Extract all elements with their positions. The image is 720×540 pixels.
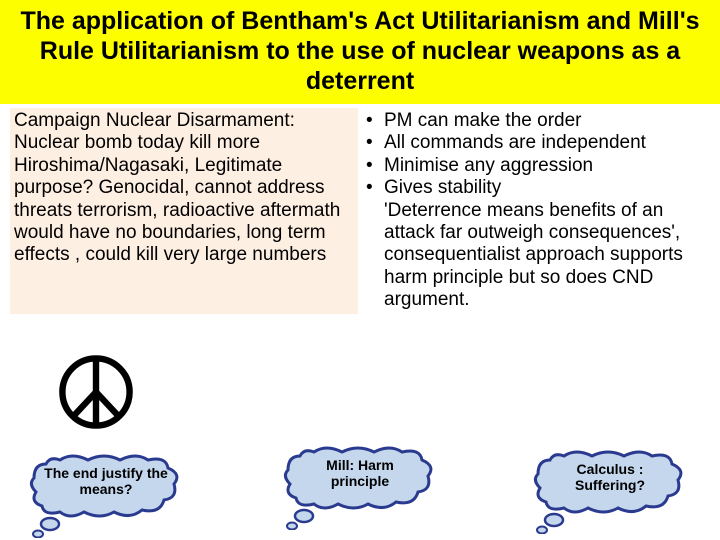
bubble-label: The end justify the means? [26, 450, 186, 512]
left-text: Campaign Nuclear Disarmament: Nuclear bo… [14, 110, 340, 265]
bubble-row: The end justify the means? Mill: Harm pr… [0, 430, 720, 540]
thought-bubble-mill: Mill: Harm principle [280, 442, 440, 514]
bullet-text: PM can make the order [384, 110, 581, 132]
bullet-dot: • [366, 132, 384, 154]
right-tail-text: 'Deterrence means benefits of an attack … [384, 200, 706, 312]
right-column: •PM can make the order •All commands are… [364, 108, 710, 314]
bubble-label: Mill: Harm principle [280, 442, 440, 504]
bullet-dot: • [366, 177, 384, 199]
bubble-label: Calculus : Suffering? [530, 446, 690, 508]
bullet-text: All commands are independent [384, 132, 646, 154]
bullet-dot: • [366, 155, 384, 177]
bullet-indent [366, 200, 384, 312]
content-row: Campaign Nuclear Disarmament: Nuclear bo… [0, 104, 720, 314]
bullet-dot: • [366, 110, 384, 132]
left-column: Campaign Nuclear Disarmament: Nuclear bo… [10, 108, 358, 314]
bullet-text: Minimise any aggression [384, 155, 593, 177]
thought-bubble-calculus: Calculus : Suffering? [530, 446, 690, 518]
slide-title: The application of Bentham's Act Utilita… [0, 0, 720, 104]
thought-bubble-end-means: The end justify the means? [26, 450, 186, 522]
bullet-text: Gives stability [384, 177, 501, 199]
peace-icon [56, 352, 136, 432]
